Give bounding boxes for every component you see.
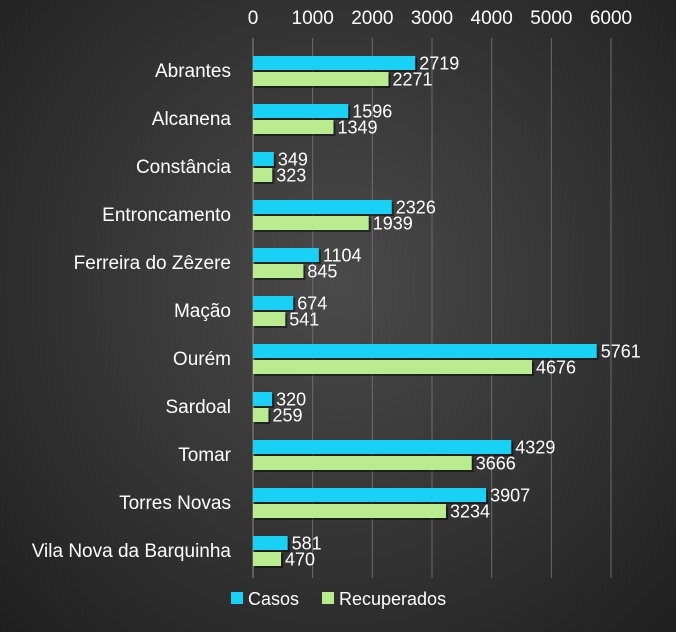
bar-casos [253, 248, 319, 262]
bar-recuperados [253, 216, 369, 230]
data-label: 4676 [536, 358, 576, 378]
data-label: 323 [276, 166, 306, 186]
bar-recuperados [253, 552, 282, 566]
bar-casos [253, 344, 597, 358]
bar-casos [253, 296, 294, 310]
data-label: 845 [307, 262, 337, 282]
bar-recuperados [253, 456, 472, 470]
data-label: 1596 [352, 102, 392, 122]
bar-recuperados [253, 120, 334, 134]
bars [253, 56, 599, 568]
category-label: Abrantes [155, 61, 231, 82]
category-label: Entroncamento [102, 205, 231, 226]
legend: Casos Recuperados [231, 589, 446, 609]
data-label: 4329 [515, 438, 555, 458]
data-label: 3234 [450, 502, 490, 522]
bar-casos [253, 536, 288, 550]
legend-label: Casos [248, 589, 299, 609]
x-tick-label: 5000 [530, 8, 572, 29]
data-label: 2719 [419, 54, 459, 74]
category-label: Sardoal [166, 397, 232, 418]
x-axis-tick-labels: 0 1000 2000 3000 4000 5000 6000 [248, 8, 632, 29]
bar-casos [253, 200, 392, 214]
x-tick-label: 4000 [471, 8, 513, 29]
x-tick-label: 2000 [351, 8, 393, 29]
category-label: Constância [136, 157, 231, 178]
category-label: Torres Novas [119, 493, 231, 514]
legend-swatch-casos [231, 592, 243, 604]
x-tick-label: 6000 [590, 8, 632, 29]
category-label: Alcanena [152, 109, 232, 130]
category-label: Ferreira do Zêzere [74, 253, 231, 274]
bar-recuperados [253, 264, 304, 278]
bar-casos [253, 152, 274, 166]
bar-casos [253, 440, 512, 454]
data-label: 320 [276, 390, 306, 410]
bar-recuperados [253, 168, 273, 182]
bar-casos [253, 56, 416, 70]
data-label: 674 [297, 294, 327, 314]
category-label: Tomar [178, 445, 231, 466]
bar-casos [253, 392, 273, 406]
legend-label: Recuperados [339, 589, 446, 609]
data-label: 349 [278, 150, 308, 170]
x-tick-label: 0 [248, 8, 259, 29]
data-label: 470 [285, 550, 315, 570]
bar-recuperados [253, 72, 389, 86]
data-label: 259 [272, 406, 302, 426]
bar-casos [253, 104, 349, 118]
data-label: 5761 [601, 342, 641, 362]
bar-recuperados [253, 360, 533, 374]
data-label: 3907 [490, 486, 530, 506]
data-label: 3666 [476, 454, 516, 474]
category-label: Vila Nova da Barquinha [32, 541, 232, 562]
data-label: 2271 [393, 70, 433, 90]
bar-casos [253, 488, 487, 502]
x-tick-label: 3000 [411, 8, 453, 29]
category-labels: Abrantes Alcanena Constância Entroncamento F… [32, 61, 232, 562]
data-label: 1349 [337, 118, 377, 138]
data-label: 541 [289, 310, 319, 330]
legend-swatch-recuperados [322, 592, 334, 604]
x-tick-label: 1000 [292, 8, 334, 29]
data-label: 1939 [373, 214, 413, 234]
data-label: 2326 [396, 198, 436, 218]
bar-recuperados [253, 312, 286, 326]
data-label: 581 [292, 534, 322, 554]
data-label: 1104 [323, 246, 362, 266]
bar-recuperados [253, 504, 446, 518]
category-label: Ourém [173, 349, 231, 370]
category-label: Mação [174, 301, 231, 322]
bar-recuperados [253, 408, 269, 422]
